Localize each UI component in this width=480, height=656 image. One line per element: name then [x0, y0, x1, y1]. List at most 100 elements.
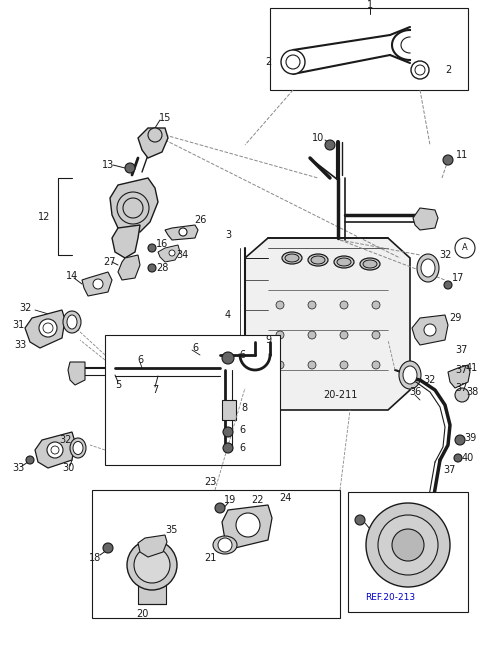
Circle shape: [308, 331, 316, 339]
Polygon shape: [158, 245, 180, 262]
Polygon shape: [68, 362, 85, 385]
Polygon shape: [448, 365, 470, 388]
Circle shape: [455, 388, 469, 402]
Bar: [222, 400, 236, 420]
Circle shape: [415, 65, 425, 75]
Ellipse shape: [73, 441, 83, 455]
Polygon shape: [245, 238, 410, 410]
Text: 13: 13: [102, 160, 114, 170]
Circle shape: [26, 456, 34, 464]
Text: 28: 28: [156, 263, 168, 273]
Circle shape: [378, 515, 438, 575]
Text: 40: 40: [462, 453, 474, 463]
Text: 19: 19: [224, 495, 236, 505]
Circle shape: [444, 281, 452, 289]
Text: 27: 27: [104, 257, 116, 267]
Text: 14: 14: [66, 271, 78, 281]
Text: 32: 32: [424, 375, 436, 385]
Circle shape: [223, 427, 233, 437]
Ellipse shape: [417, 254, 439, 282]
Text: 3: 3: [225, 230, 231, 240]
Circle shape: [366, 503, 450, 587]
Bar: [348, 492, 468, 612]
Circle shape: [148, 128, 162, 142]
Ellipse shape: [363, 260, 377, 268]
Ellipse shape: [308, 254, 328, 266]
Text: 6: 6: [192, 343, 198, 353]
Polygon shape: [112, 225, 140, 258]
Text: 41: 41: [466, 363, 478, 373]
Text: 32: 32: [439, 250, 451, 260]
Text: 1: 1: [367, 0, 373, 10]
Text: 9: 9: [265, 335, 271, 345]
Ellipse shape: [213, 536, 237, 554]
Ellipse shape: [285, 254, 299, 262]
Circle shape: [340, 301, 348, 309]
Polygon shape: [138, 128, 168, 158]
Text: 2: 2: [445, 65, 451, 75]
Text: 5: 5: [115, 380, 121, 390]
Ellipse shape: [282, 252, 302, 264]
Ellipse shape: [399, 361, 421, 389]
Circle shape: [127, 540, 177, 590]
Circle shape: [179, 228, 187, 236]
Text: 2: 2: [265, 57, 271, 67]
Ellipse shape: [334, 256, 354, 268]
Circle shape: [455, 238, 475, 258]
Text: 29: 29: [449, 313, 461, 323]
Circle shape: [215, 503, 225, 513]
Text: 6: 6: [137, 355, 143, 365]
Text: 37: 37: [456, 365, 468, 375]
Polygon shape: [138, 535, 167, 557]
Text: 37: 37: [456, 345, 468, 355]
Ellipse shape: [421, 259, 435, 277]
Text: 20: 20: [136, 609, 148, 619]
Text: 34: 34: [176, 250, 188, 260]
Polygon shape: [118, 255, 140, 280]
Text: 21: 21: [204, 553, 216, 563]
Circle shape: [276, 331, 284, 339]
Text: 38: 38: [466, 387, 478, 397]
Circle shape: [43, 323, 53, 333]
Text: REF.20-213: REF.20-213: [365, 594, 415, 602]
Circle shape: [169, 250, 175, 256]
Circle shape: [103, 543, 113, 553]
Circle shape: [236, 513, 260, 537]
Circle shape: [286, 55, 300, 69]
Polygon shape: [165, 225, 198, 240]
Text: 18: 18: [89, 553, 101, 563]
Text: 30: 30: [62, 463, 74, 473]
Circle shape: [125, 163, 135, 173]
Text: 10: 10: [312, 133, 324, 143]
Ellipse shape: [63, 311, 81, 333]
Circle shape: [123, 198, 143, 218]
Polygon shape: [110, 178, 158, 232]
Text: 39: 39: [464, 433, 476, 443]
Bar: [138, 582, 166, 604]
Text: 17: 17: [452, 273, 464, 283]
Text: 32: 32: [19, 303, 31, 313]
Text: 6: 6: [239, 350, 245, 360]
Circle shape: [222, 352, 234, 364]
Circle shape: [455, 435, 465, 445]
Circle shape: [218, 538, 232, 552]
Text: 36: 36: [409, 387, 421, 397]
Polygon shape: [412, 315, 448, 345]
Circle shape: [148, 264, 156, 272]
Circle shape: [424, 324, 436, 336]
Circle shape: [411, 61, 429, 79]
Circle shape: [308, 361, 316, 369]
Circle shape: [392, 529, 424, 561]
Circle shape: [281, 50, 305, 74]
Text: 6: 6: [239, 425, 245, 435]
Text: 8: 8: [241, 403, 247, 413]
Circle shape: [340, 361, 348, 369]
Circle shape: [276, 301, 284, 309]
Text: 6: 6: [239, 443, 245, 453]
Circle shape: [134, 547, 170, 583]
Text: 33: 33: [14, 340, 26, 350]
Polygon shape: [413, 208, 438, 230]
Polygon shape: [82, 272, 112, 296]
Polygon shape: [25, 310, 65, 348]
Circle shape: [223, 443, 233, 453]
